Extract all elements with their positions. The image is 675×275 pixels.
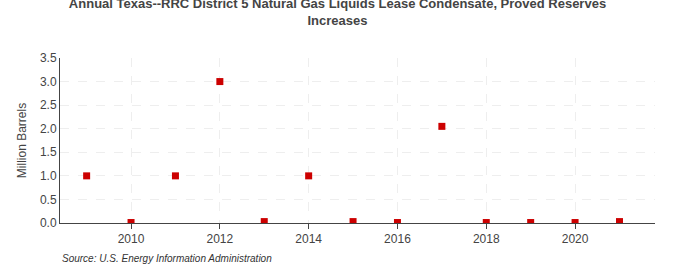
svg-text:2010: 2010 [118, 232, 145, 246]
svg-text:Source: U.S. Energy Informatio: Source: U.S. Energy Information Administ… [62, 253, 272, 264]
svg-text:Million Barrels: Million Barrels [15, 103, 29, 178]
svg-text:2018: 2018 [473, 232, 500, 246]
svg-text:2.0: 2.0 [40, 122, 57, 136]
svg-text:0.0: 0.0 [40, 216, 57, 230]
svg-text:2014: 2014 [295, 232, 322, 246]
svg-text:2012: 2012 [206, 232, 233, 246]
svg-text:1.0: 1.0 [40, 169, 57, 183]
svg-text:2.5: 2.5 [40, 98, 57, 112]
svg-text:2020: 2020 [562, 232, 589, 246]
svg-text:Annual Texas--RRC District 5 N: Annual Texas--RRC District 5 Natural Gas… [69, 0, 606, 28]
svg-text:1.5: 1.5 [40, 145, 57, 159]
svg-text:3.0: 3.0 [40, 75, 57, 89]
svg-text:0.5: 0.5 [40, 193, 57, 207]
svg-text:2016: 2016 [384, 232, 411, 246]
svg-text:3.5: 3.5 [40, 51, 57, 65]
